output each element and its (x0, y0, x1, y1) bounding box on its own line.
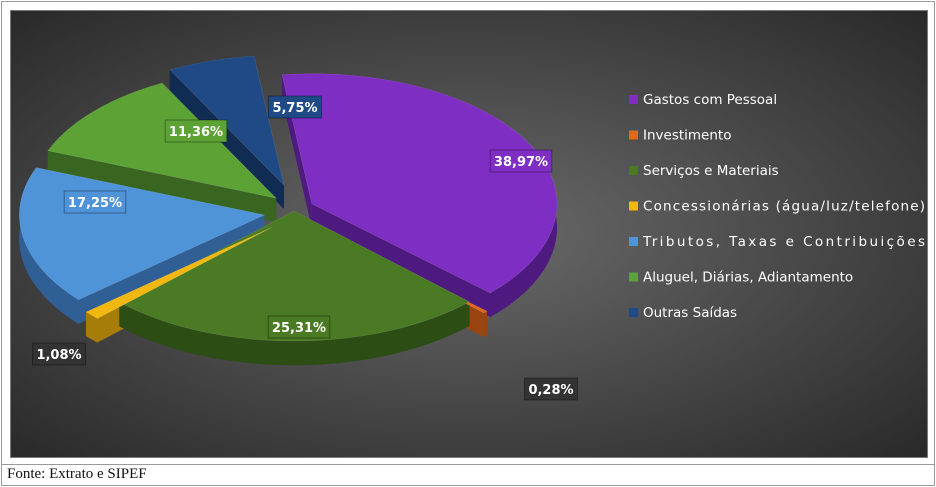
legend-label-2: Investimento (643, 128, 731, 144)
legend-label-7: Outras Saídas (643, 305, 737, 321)
figure-frame: 38,97% 0,28% 25,31% 1,08% 17,25% 11,36% 5,75% … (1, 1, 935, 465)
pie-slice-4 (85, 226, 273, 319)
data-label-5: 17,25% (68, 196, 122, 211)
legend-label-1: Gastos com Pessoal (643, 92, 777, 108)
data-label-layer: 38,97% 0,28% 25,31% 1,08% 17,25% 11,36% 5,75% (32, 95, 578, 401)
legend-label-6: Aluguel, Diárias, Adiantamento (643, 270, 853, 286)
data-label-7: 5,75% (272, 101, 317, 116)
pie-layer (19, 55, 558, 366)
pie-slice-3 (118, 210, 470, 342)
data-label-box-1 (489, 149, 553, 173)
data-label-3: 25,31% (272, 321, 326, 336)
legend-swatch-6 (629, 272, 638, 282)
pie-slice-cut-7-1 (169, 69, 284, 210)
pie-slice-6 (47, 82, 278, 199)
data-label-box-3 (267, 315, 331, 339)
pie-slice-cut-6-1 (48, 150, 277, 223)
pie-slice-7 (169, 55, 285, 187)
legend-swatch-4 (629, 201, 638, 211)
legend-swatch-7 (629, 308, 638, 317)
figure-caption: Fonte: Extrato e SIPEF (7, 466, 147, 482)
pie-slice-1 (281, 73, 558, 294)
data-label-box-4 (32, 342, 86, 366)
data-label-box-7 (268, 95, 322, 119)
legend-swatch-3 (629, 166, 638, 175)
data-label-6: 11,36% (169, 125, 223, 140)
legend-label-3: Serviços e Materiais (643, 163, 779, 179)
legend-swatch-2 (629, 130, 638, 140)
data-label-box-5 (63, 190, 127, 214)
data-label-4: 1,08% (36, 348, 81, 363)
data-label-1: 38,97% (494, 155, 548, 170)
legend-label-4: Concessionárias (água/luz/telefone) (643, 199, 925, 215)
legend-swatch-5 (629, 237, 638, 246)
data-label-box-2 (524, 377, 578, 401)
pie-slice-cut-1-2 (311, 203, 491, 317)
caption-row: Fonte: Extrato e SIPEF (1, 464, 935, 486)
legend-swatch-1 (629, 95, 638, 104)
data-label-box-6 (164, 119, 228, 143)
pie-chart: 38,97%0,28%25,31%1,08%17,25%11,36%5,75% … (10, 10, 928, 458)
data-label-2: 0,28% (528, 383, 573, 398)
legend: Gastos com Pessoal Investimento Serviços e… (629, 92, 925, 321)
